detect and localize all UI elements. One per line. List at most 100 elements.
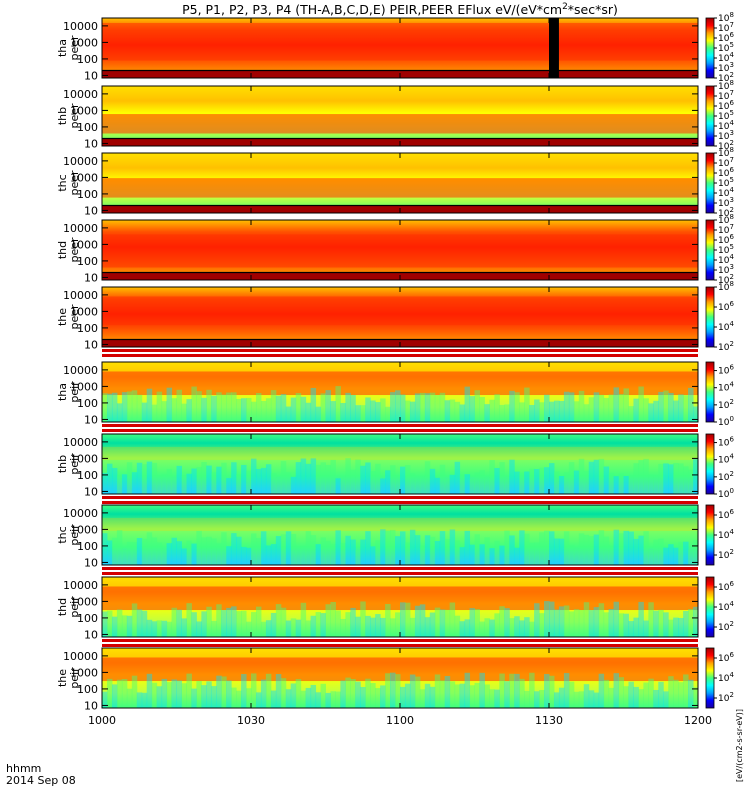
y-tick-label: 1000 xyxy=(70,305,98,318)
y-tick-label: 10 xyxy=(84,338,98,351)
y-tick-label: 1000 xyxy=(70,666,98,679)
x-axis-label-hhmm: hhmm xyxy=(6,762,41,775)
y-label-tha-peer: thapeer xyxy=(56,35,81,61)
y-tick-label: 1000 xyxy=(70,452,98,465)
y-label-thd-peer: thdpeer xyxy=(56,237,81,263)
y-tick-label: 10000 xyxy=(63,579,98,592)
colorbar-tick-label: 102 xyxy=(718,470,734,483)
colorbar-tick-label: 104 xyxy=(718,600,734,613)
x-axis-label-date: 2014 Sep 08 xyxy=(6,774,76,787)
colorbar-tick-label: 102 xyxy=(718,139,734,152)
colorbar-tick-label: 104 xyxy=(718,320,734,333)
y-tick-label: 1000 xyxy=(70,104,98,117)
y-tick-label: 100 xyxy=(77,188,98,201)
x-tick-label: 1030 xyxy=(237,714,265,727)
spectrogram-thb-peir xyxy=(102,434,698,494)
data-gap-tha-peer xyxy=(549,18,559,78)
y-tick-label: 10000 xyxy=(63,20,98,33)
colorbar-tha-peir xyxy=(705,361,715,423)
y-tick-label: 10000 xyxy=(63,289,98,302)
colorbar-tick-label: 104 xyxy=(718,528,734,541)
y-tick-label: 10 xyxy=(84,137,98,150)
panel-thc-peir: 10 100 1000 10000 thcpeir 106 104 102 xyxy=(56,504,734,569)
y-tick-label: 1000 xyxy=(70,36,98,49)
colorbar-tick-label: 107 xyxy=(718,156,734,169)
colorbar-tick-label: 107 xyxy=(718,21,734,34)
colorbar-tick-label: 104 xyxy=(718,671,734,684)
y-tick-label: 100 xyxy=(77,53,98,66)
y-tick-label: 1000 xyxy=(70,523,98,536)
panel-the-peir: 10 100 1000 10000 thepeir 106 104 102 xyxy=(56,647,734,712)
colorbar-tick-label: 102 xyxy=(718,71,734,84)
y-tick-label: 100 xyxy=(77,397,98,410)
colorbar-thb-peer xyxy=(705,85,715,147)
colorbar-tick-label: 106 xyxy=(718,651,734,664)
y-tick-label: 10 xyxy=(84,69,98,82)
panel-thc-peer: 10 100 1000 10000 thcpeer 1081071061051041031… xyxy=(56,146,734,219)
colorbar-tick-label: 104 xyxy=(718,51,734,64)
y-tick-label: 10 xyxy=(84,413,98,426)
colorbar-tick-label: 102 xyxy=(718,548,734,561)
y-label-the-peir: thepeir xyxy=(56,667,81,689)
colorbar-tick-label: 107 xyxy=(718,223,734,236)
x-tick-label: 1200 xyxy=(684,714,712,727)
y-tick-label: 10 xyxy=(84,485,98,498)
y-tick-label: 1000 xyxy=(70,380,98,393)
panel-the-peer: 10 100 1000 10000 thepeer 108 106 104 102 xyxy=(56,280,734,353)
y-tick-label: 10000 xyxy=(63,650,98,663)
y-tick-label: 100 xyxy=(77,322,98,335)
y-label-thb-peer: thbpeer xyxy=(56,103,81,129)
colorbar-tick-label: 106 xyxy=(718,166,734,179)
colorbar-tick-label: 108 xyxy=(718,213,734,226)
y-tick-label: 100 xyxy=(77,255,98,268)
colorbar-tick-label: 105 xyxy=(718,109,734,122)
colorbar-thc-peer xyxy=(705,152,715,214)
colorbar-tick-label: 106 xyxy=(718,300,734,313)
colorbar-tick-label: 108 xyxy=(718,146,734,159)
y-tick-label: 100 xyxy=(77,612,98,625)
colorbar-tick-label: 105 xyxy=(718,41,734,54)
colorbar-thb-peir xyxy=(705,433,715,495)
y-label-thb-peir: thbpeir xyxy=(56,453,81,475)
colorbar-tick-label: 106 xyxy=(718,364,734,377)
y-tick-label: 100 xyxy=(77,540,98,553)
colorbar-tick-label: 103 xyxy=(718,263,734,276)
colorbar-tick-label: 102 xyxy=(718,340,734,353)
colorbar-the-peer xyxy=(705,286,715,348)
colorbar-tick-label: 104 xyxy=(718,381,734,394)
colorbar-tick-label: 108 xyxy=(718,79,734,92)
spectrogram-thc-peir xyxy=(102,505,698,565)
panel-thd-peir: 10 100 1000 10000 thdpeir 106 104 102 xyxy=(56,576,734,641)
colorbar-tick-label: 102 xyxy=(718,398,734,411)
x-axis: 1000 1030 1100 1130 1200 xyxy=(88,714,712,727)
colorbar-tick-label: 106 xyxy=(718,436,734,449)
panel-tha-peir: 10 100 1000 10000 thapeir 106 104 102 100 xyxy=(56,361,734,428)
colorbar-tick-label: 105 xyxy=(718,176,734,189)
colorbar-thd-peer xyxy=(705,219,715,281)
colorbar-tick-label: 107 xyxy=(718,89,734,102)
y-tick-label: 1000 xyxy=(70,595,98,608)
panel-thb-peer: 10 100 1000 10000 thbpeer 1081071061051041031… xyxy=(56,79,734,152)
colorbar-the-peir xyxy=(705,647,715,709)
colorbar-tick-label: 106 xyxy=(718,99,734,112)
colorbar-tick-label: 102 xyxy=(718,206,734,219)
colorbar-tick-label: 100 xyxy=(718,415,734,428)
y-tick-label: 100 xyxy=(77,121,98,134)
colorbar-tha-peer xyxy=(705,17,715,79)
panel-tha-peer: 10 100 1000 10000 thapeer 1081071061051041031… xyxy=(56,11,734,84)
y-tick-label: 10000 xyxy=(63,88,98,101)
colorbar-label: [eV/(cm2-s-sr-eV)] xyxy=(735,709,744,782)
y-tick-label: 10 xyxy=(84,204,98,217)
colorbar-tick-label: 103 xyxy=(718,129,734,142)
colorbar-tick-label: 104 xyxy=(718,119,734,132)
colorbar-tick-label: 104 xyxy=(718,253,734,266)
y-tick-label: 100 xyxy=(77,683,98,696)
y-label-thc-peir: thcpeir xyxy=(56,524,81,546)
x-tick-label: 1000 xyxy=(88,714,116,727)
colorbar-thd-peir xyxy=(705,576,715,638)
colorbar-thc-peir xyxy=(705,504,715,566)
colorbar-tick-label: 106 xyxy=(718,31,734,44)
y-label-tha-peir: thapeir xyxy=(56,381,81,403)
y-label-thc-peer: thcpeer xyxy=(56,170,81,196)
